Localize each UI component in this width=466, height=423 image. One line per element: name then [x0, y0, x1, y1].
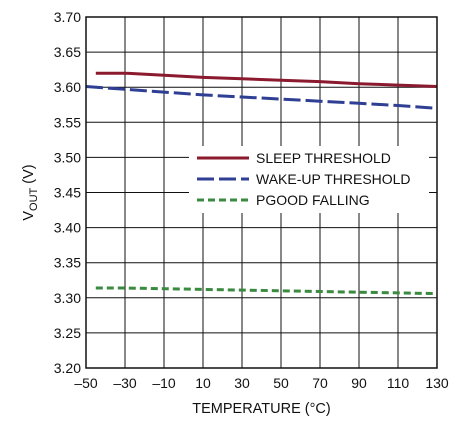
legend-label: WAKE-UP THRESHOLD: [256, 171, 411, 187]
x-tick-label: 30: [234, 375, 250, 391]
y-tick-label: 3.30: [54, 290, 81, 306]
legend-label: SLEEP THRESHOLD: [256, 150, 391, 166]
y-tick-label: 3.70: [54, 9, 81, 25]
y-tick-label: 3.65: [54, 44, 81, 60]
y-axis-title: VOUT (V): [21, 164, 40, 220]
series-line: [85, 85, 438, 110]
x-tick-label: 90: [351, 375, 367, 391]
series-lines: [85, 71, 438, 296]
y-axis-title-unit: (V): [21, 164, 37, 187]
x-tick-label: 50: [273, 375, 289, 391]
y-axis-title-main: V: [21, 211, 37, 221]
y-tick-label: 3.25: [54, 325, 81, 341]
x-tick-label: 110: [387, 375, 410, 391]
plot-frame: [85, 16, 438, 369]
y-tick-label: 3.45: [54, 185, 81, 201]
x-tick-label: 70: [312, 375, 328, 391]
y-tick-label: 3.55: [54, 114, 81, 130]
y-tick-label: 3.40: [54, 220, 81, 236]
y-tick-label: 3.35: [54, 255, 81, 271]
y-tick-label: 3.50: [54, 149, 81, 165]
x-axis-title: TEMPERATURE (°C): [192, 401, 330, 417]
series-line: [95, 71, 438, 88]
series-line: [95, 286, 438, 296]
x-tick-label: –50: [74, 375, 98, 391]
legend-label: PGOOD FALLING: [256, 192, 370, 208]
x-tick-label: –30: [113, 375, 137, 391]
legend: SLEEP THRESHOLD WAKE-UP THRESHOLD PGOOD FA…: [197, 150, 411, 208]
y-tick-label: 3.60: [54, 79, 81, 95]
x-tick-label: –10: [152, 375, 176, 391]
y-axis-title-subscript: OUT: [28, 187, 40, 211]
x-tick-label: 130: [425, 375, 449, 391]
x-axis-ticks: –50 –30 –10 10 30 50 70 90 110 130: [74, 375, 449, 391]
y-axis-ticks: 3.20 3.25 3.30 3.35 3.40 3.45 3.50 3.55 3.60 3.65…: [54, 9, 81, 376]
x-tick-label: 10: [195, 375, 211, 391]
y-tick-label: 3.20: [54, 360, 81, 376]
